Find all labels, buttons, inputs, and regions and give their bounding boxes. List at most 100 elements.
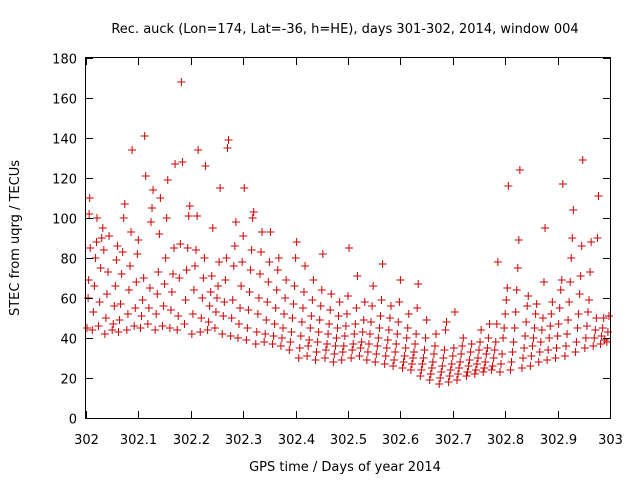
data-point (185, 202, 194, 210)
data-point (534, 358, 543, 366)
data-point (115, 316, 124, 324)
data-point (430, 342, 439, 350)
data-point (194, 146, 203, 154)
data-point (520, 344, 529, 352)
data-point (598, 324, 607, 332)
data-point (495, 368, 504, 376)
x-tick-label: 302.6 (382, 433, 419, 448)
data-point (384, 326, 393, 334)
data-point (487, 366, 496, 374)
data-point (546, 322, 555, 330)
data-point (539, 278, 548, 286)
data-point (188, 310, 197, 318)
data-point (497, 360, 506, 368)
data-point (308, 296, 317, 304)
data-point (406, 366, 415, 374)
data-point (585, 296, 594, 304)
data-point (216, 184, 225, 192)
data-point (288, 314, 297, 322)
data-point (134, 236, 143, 244)
data-point (524, 292, 533, 300)
data-point (280, 310, 289, 318)
data-point (214, 282, 223, 290)
x-tick-label: 302.1 (120, 433, 157, 448)
data-point (548, 298, 557, 306)
data-point (203, 326, 212, 334)
data-point (223, 144, 232, 152)
data-point (160, 280, 169, 288)
data-point (400, 352, 409, 360)
data-point (437, 368, 446, 376)
data-point (398, 364, 407, 372)
data-point (177, 78, 186, 86)
data-point (349, 340, 358, 348)
data-point (465, 356, 474, 364)
data-point (205, 302, 214, 310)
data-point (173, 326, 182, 334)
data-point (292, 238, 301, 246)
data-point (181, 296, 190, 304)
data-point (529, 334, 538, 342)
data-point (126, 262, 135, 270)
data-point (240, 184, 249, 192)
data-point (382, 344, 391, 352)
data-point (230, 242, 239, 250)
data-point (88, 326, 97, 334)
data-point (444, 378, 453, 386)
x-tick-label: 303 (598, 433, 623, 448)
data-point (369, 282, 378, 290)
data-point (141, 172, 150, 180)
data-point (333, 324, 342, 332)
data-point (519, 354, 528, 362)
data-point (358, 328, 367, 336)
data-point (362, 356, 371, 364)
data-point (272, 286, 281, 294)
data-point (90, 282, 99, 290)
data-point (295, 344, 304, 352)
data-point (317, 286, 326, 294)
data-point (512, 286, 521, 294)
data-point (447, 360, 456, 368)
data-point (364, 340, 373, 348)
data-point (557, 276, 566, 284)
data-point (109, 320, 118, 328)
data-point (404, 310, 413, 318)
data-point (174, 312, 183, 320)
data-point (289, 300, 298, 308)
data-point (235, 320, 244, 328)
data-point (255, 270, 264, 278)
data-point (517, 364, 526, 372)
data-point (251, 340, 260, 348)
data-point (586, 268, 595, 276)
y-tick-label: 20 (60, 373, 77, 388)
data-point (602, 338, 611, 346)
data-point (314, 328, 323, 336)
data-point (551, 354, 560, 362)
data-point (166, 306, 175, 314)
data-point (426, 370, 435, 378)
data-point (448, 352, 457, 360)
plot-frame (85, 57, 611, 419)
data-point (159, 302, 168, 310)
data-point (238, 258, 247, 266)
data-point (360, 298, 369, 306)
data-point (165, 324, 174, 332)
data-point (374, 334, 383, 342)
data-point (575, 290, 584, 298)
data-point (198, 294, 207, 302)
data-point (368, 302, 377, 310)
data-point (436, 374, 445, 382)
data-point (146, 218, 155, 226)
data-point (226, 332, 235, 340)
data-point (467, 340, 476, 348)
data-point (594, 192, 603, 200)
data-point (359, 316, 368, 324)
data-point (327, 290, 336, 298)
data-point (245, 288, 254, 296)
data-point (466, 348, 475, 356)
data-point (86, 244, 95, 252)
data-point (307, 312, 316, 320)
data-point (484, 334, 493, 342)
data-point (356, 344, 365, 352)
data-point (565, 298, 574, 306)
